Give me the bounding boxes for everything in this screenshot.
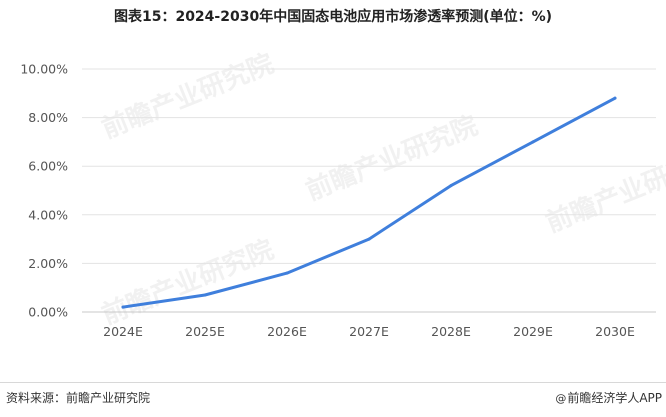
data-point	[531, 140, 535, 144]
at-icon: @	[555, 392, 567, 405]
y-tick-label: 0.00%	[28, 305, 68, 320]
y-axis-ticks: 0.00% 2.00% 4.00% 6.00% 8.00% 10.00%	[20, 62, 68, 320]
y-tick-label: 2.00%	[28, 256, 68, 271]
y-tick-label: 8.00%	[28, 110, 68, 125]
y-tick-label: 4.00%	[28, 207, 68, 222]
series-line-layer	[121, 96, 617, 309]
x-axis-ticks: 2024E 2025E 2026E 2027E 2028E 2029E 2030E	[103, 324, 635, 339]
gridlines	[82, 68, 656, 313]
chart-footer: 资料来源：前瞻产业研究院 @前瞻经济学人APP	[0, 382, 666, 417]
x-tick-label: 2025E	[185, 324, 225, 339]
x-tick-label: 2027E	[349, 324, 389, 339]
brand-name: 前瞻经济学人APP	[567, 391, 662, 405]
chart-title: 图表15：2024-2030年中国固态电池应用市场渗透率预测(单位：%)	[113, 9, 553, 25]
source-note: 资料来源：前瞻产业研究院	[6, 391, 151, 405]
x-tick-label: 2030E	[595, 324, 635, 339]
y-tick-label: 6.00%	[28, 159, 68, 174]
brand-credit: @前瞻经济学人APP	[555, 389, 662, 406]
series-line	[121, 96, 617, 309]
x-tick-label: 2026E	[267, 324, 307, 339]
data-point	[121, 305, 125, 309]
y-tick-label: 10.00%	[20, 62, 68, 77]
data-point	[367, 237, 371, 241]
x-tick-label: 2029E	[513, 324, 553, 339]
x-tick-label: 2028E	[431, 324, 471, 339]
data-point	[285, 271, 289, 275]
data-point	[449, 184, 453, 188]
data-point	[613, 96, 617, 100]
data-point	[203, 293, 207, 297]
x-tick-label: 2024E	[103, 324, 143, 339]
